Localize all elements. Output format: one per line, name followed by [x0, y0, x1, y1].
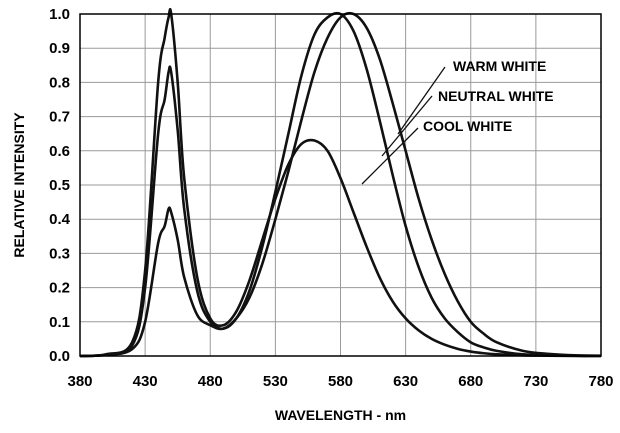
legend-label-cool-white: COOL WHITE	[423, 118, 512, 134]
y-tick-label: 0.5	[49, 177, 70, 194]
x-tick-label: 530	[263, 373, 288, 390]
y-tick-label: 0.7	[49, 109, 70, 126]
x-axis-title: WAVELENGTH - nm	[275, 407, 406, 423]
x-tick-label: 680	[458, 373, 483, 390]
legend-label-warm-white: WARM WHITE	[453, 58, 546, 74]
y-tick-label: 0.2	[49, 280, 70, 297]
y-tick-label: 0.8	[49, 74, 70, 91]
series-line-warm-white	[79, 11, 602, 358]
leader-line-cool-white	[361, 127, 419, 185]
y-tick-label: 0.9	[49, 40, 70, 57]
y-tick-label: 0.6	[49, 143, 70, 160]
leader-line-warm-white	[397, 66, 446, 135]
y-tick-label: 0.3	[49, 245, 70, 262]
grid	[79, 13, 602, 357]
series-line-cool-white	[79, 7, 602, 358]
y-tick-label: 0.1	[49, 314, 70, 331]
series-line-neutral-white	[79, 11, 602, 358]
y-tick-label: 0.0	[49, 348, 70, 365]
x-tick-label: 630	[393, 373, 418, 390]
leader-line-neutral-white	[381, 95, 433, 157]
legend-label-neutral-white: NEUTRAL WHITE	[438, 88, 554, 104]
x-tick-label: 580	[328, 373, 353, 390]
x-tick-label: 780	[588, 373, 613, 390]
inline-legend: WARM WHITE NEUTRAL WHITE COOL WHITE	[361, 58, 554, 185]
x-tick-labels: 380 430 480 530 580 630 680 730 780	[67, 373, 613, 390]
x-tick-label: 730	[523, 373, 548, 390]
y-tick-label: 1.0	[49, 6, 70, 23]
x-tick-label: 380	[67, 373, 92, 390]
x-tick-label: 480	[198, 373, 223, 390]
series-lines	[79, 7, 602, 358]
y-axis-title: RELATIVE INTENSITY	[11, 112, 27, 258]
y-tick-labels: 0.0 0.1 0.2 0.3 0.4 0.5 0.6 0.7 0.8 0.9 1.0	[49, 6, 71, 365]
y-tick-label: 0.4	[49, 211, 71, 228]
x-tick-label: 430	[133, 373, 158, 390]
plot-frame	[79, 13, 602, 357]
